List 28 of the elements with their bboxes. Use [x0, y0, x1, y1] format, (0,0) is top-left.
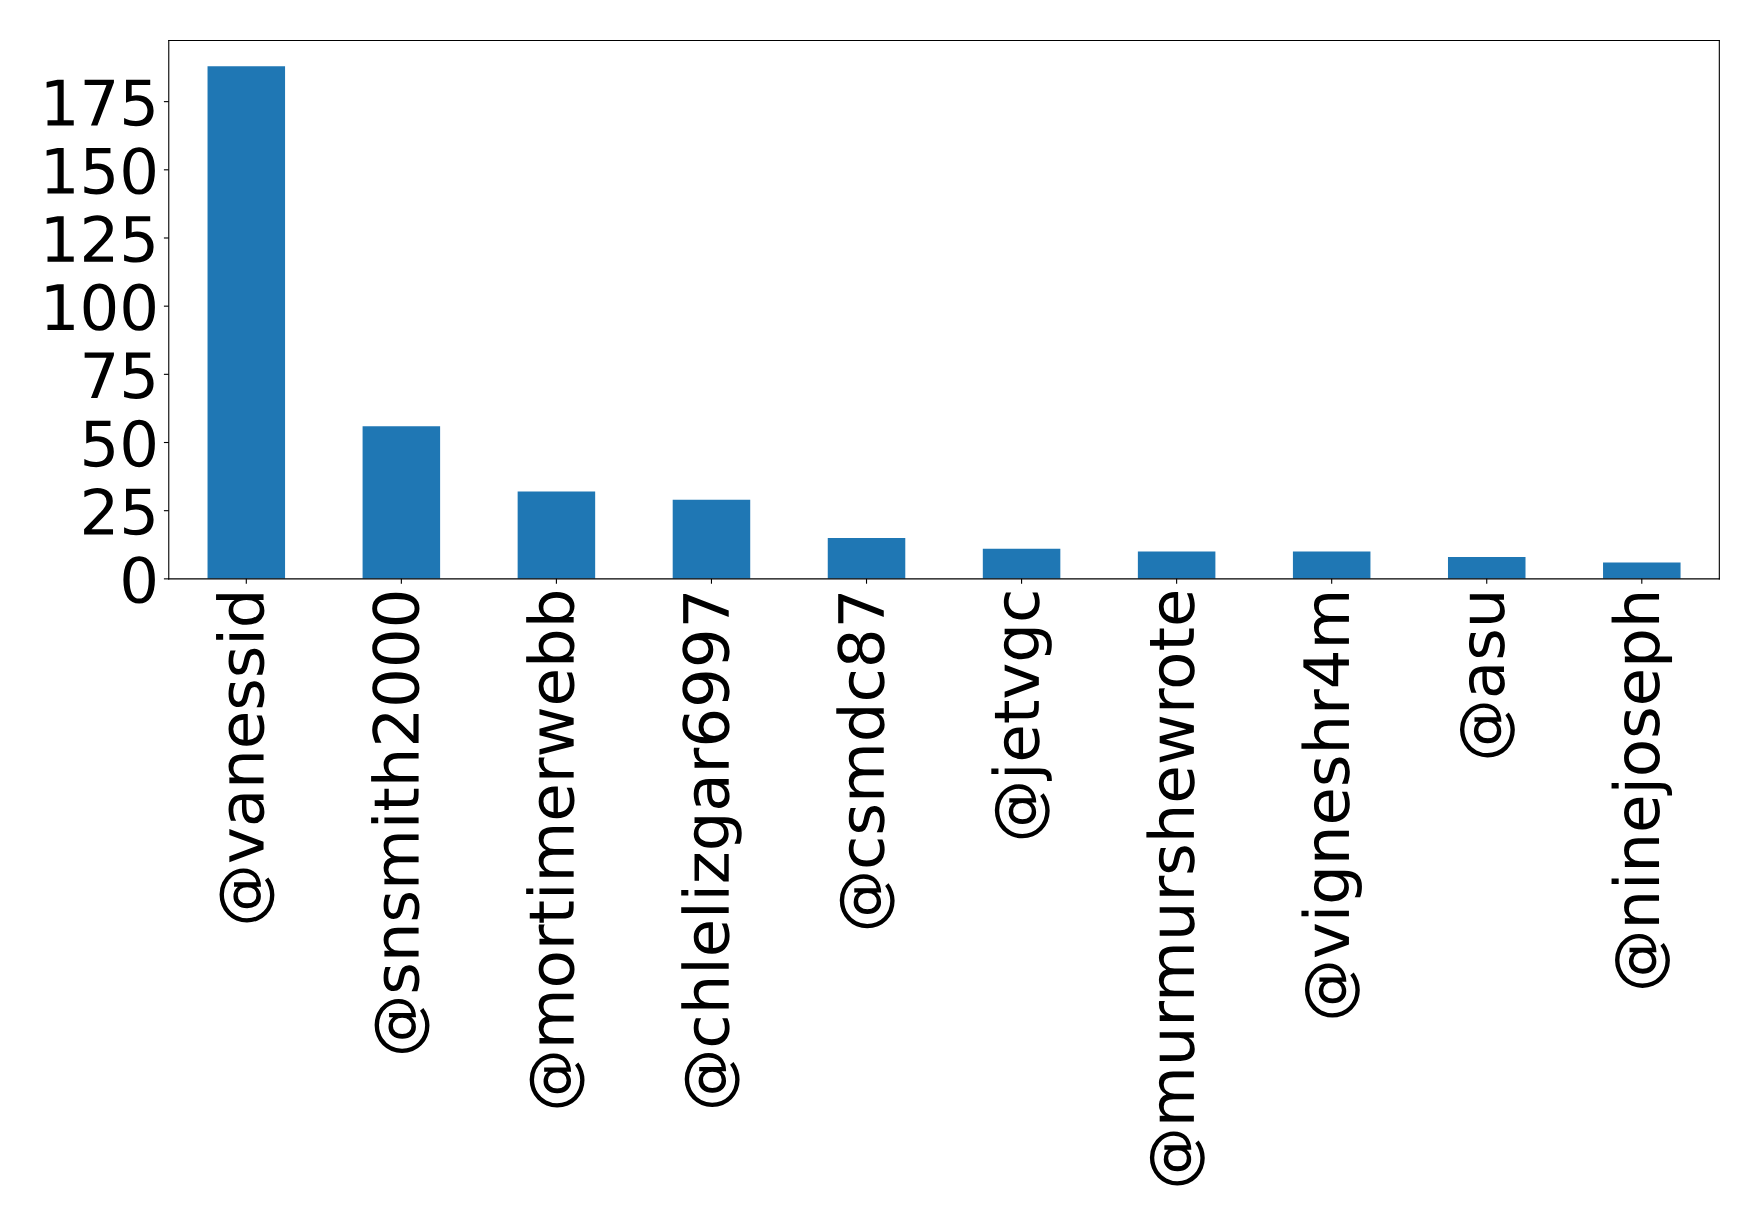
- bar: [982, 548, 1061, 579]
- bar: [362, 426, 441, 579]
- y-tick-label: 100: [46, 283, 155, 331]
- bar: [1137, 551, 1216, 579]
- y-tick-label: 25: [84, 488, 154, 536]
- bar: [1603, 562, 1681, 579]
- x-tick-label: @csmdc87: [836, 593, 895, 929]
- y-tick-label: 50: [84, 419, 155, 468]
- x-tick-label: @vanessid: [216, 594, 275, 923]
- x-tick-label: @murmurshewrote: [1146, 591, 1205, 1186]
- y-tick-label: 150: [46, 147, 155, 195]
- y-tick-label: 125: [46, 215, 154, 263]
- bar: [207, 66, 286, 579]
- bar: [517, 491, 596, 579]
- bar: [827, 537, 906, 579]
- bar: [1447, 557, 1526, 579]
- x-tick-label: @vigneshr4m: [1301, 593, 1362, 1018]
- x-tick-label: @snsmith2000: [371, 592, 430, 1054]
- x-tick-label: @chlelizgar6997: [681, 593, 742, 1108]
- y-tick-label: 75: [84, 352, 154, 399]
- bar: [672, 499, 751, 579]
- y-tick-label: 175: [46, 79, 154, 127]
- x-tick-label: @jetvgc: [991, 592, 1052, 839]
- x-tick-label: @ninejoseph: [1611, 593, 1673, 988]
- y-tick-label: 0: [123, 556, 155, 604]
- bar: [1292, 551, 1371, 579]
- x-tick-label: @asu: [1459, 594, 1515, 758]
- x-tick-label: @mortimerwebb: [526, 592, 585, 1108]
